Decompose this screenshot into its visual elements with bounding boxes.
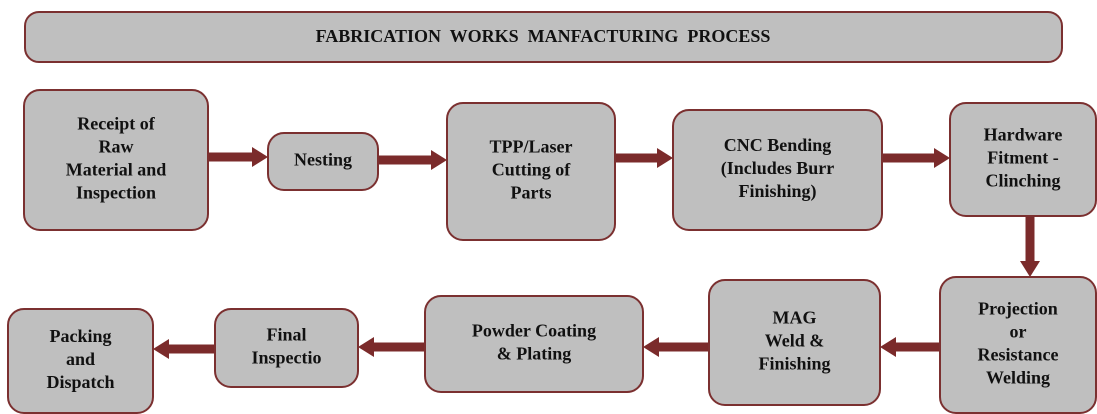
process-label: Receipt of (77, 114, 155, 134)
process-box (23, 89, 209, 231)
process-label: Final (266, 325, 306, 345)
process-box (424, 295, 644, 393)
process-label: Inspection (76, 183, 156, 203)
process-label: Weld & (765, 331, 825, 351)
process-box (214, 308, 359, 388)
process-label: Hardware (984, 125, 1063, 145)
process-box (949, 102, 1097, 217)
process-label: & Plating (497, 344, 572, 364)
process-label: (Includes Burr (721, 158, 835, 179)
process-label: TPP/Laser (490, 137, 573, 157)
process-label: MAG (773, 308, 817, 328)
arrow (882, 148, 950, 168)
process-label: Raw (99, 137, 134, 157)
arrow (153, 339, 215, 359)
process-label: Clinching (985, 171, 1060, 191)
process-box (939, 276, 1097, 414)
process-label: Powder Coating (472, 321, 596, 341)
process-label: Dispatch (46, 372, 114, 392)
process-box (446, 102, 616, 241)
arrow (208, 147, 268, 167)
process-box (672, 109, 883, 231)
title-box (24, 11, 1063, 63)
arrow (358, 337, 425, 357)
process-label: Parts (511, 183, 552, 203)
arrow (880, 337, 940, 357)
process-box (708, 279, 881, 406)
process-box (267, 132, 379, 191)
process-label: Projection (978, 299, 1058, 319)
arrow (378, 150, 447, 170)
process-label: Resistance (978, 345, 1059, 365)
process-label: CNC Bending (724, 135, 832, 155)
process-label: Inspectio (251, 348, 321, 368)
process-label: or (1010, 322, 1027, 342)
process-label: Packing (49, 326, 111, 346)
process-label: Fitment - (987, 148, 1058, 168)
process-label: and (66, 349, 95, 369)
process-label: Cutting of (492, 160, 572, 180)
title: FABRICATION WORKS MANFACTURING PROCESS (316, 26, 771, 46)
process-box (7, 308, 154, 414)
arrow (643, 337, 709, 357)
process-label: Welding (986, 368, 1050, 388)
process-label: Finishing) (738, 181, 816, 202)
arrow (615, 148, 673, 168)
arrow (1020, 216, 1040, 277)
process-label: Finishing (758, 354, 830, 374)
process-label: Nesting (294, 150, 352, 170)
process-label: Material and (66, 160, 167, 180)
